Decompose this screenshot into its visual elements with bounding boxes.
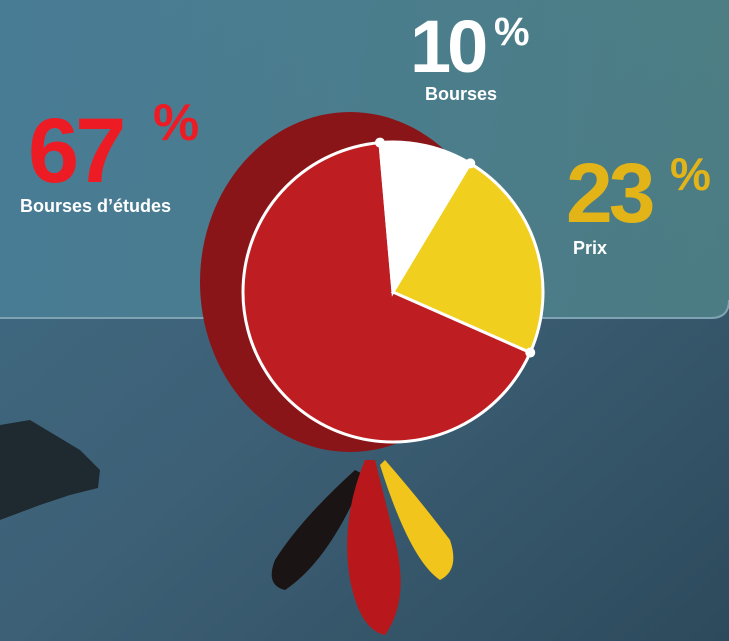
unit-label: % <box>494 10 530 54</box>
category-label: Prix <box>573 238 607 258</box>
unit-label: % <box>153 94 199 152</box>
value-label: 67 <box>28 100 123 202</box>
slice-dot <box>375 138 385 148</box>
unit-label: % <box>670 148 711 200</box>
slice-dot <box>465 158 475 168</box>
slice-dot <box>525 348 535 358</box>
chart: 67 % Bourses d’études 10 % Bourses 23 % … <box>0 0 729 641</box>
category-label: Bourses d’études <box>20 196 171 216</box>
category-label: Bourses <box>425 84 497 104</box>
value-label: 10 <box>410 5 486 88</box>
value-label: 23 <box>566 146 653 240</box>
